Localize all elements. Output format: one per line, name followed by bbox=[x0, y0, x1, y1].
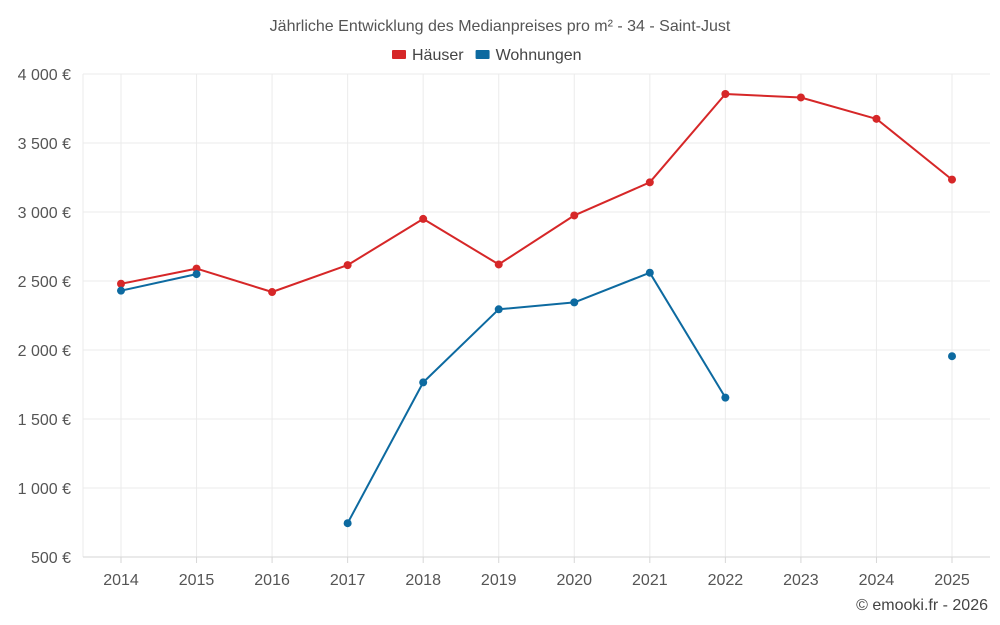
y-tick-label: 1 500 € bbox=[18, 412, 71, 429]
data-point bbox=[948, 352, 956, 361]
y-tick-label: 500 € bbox=[31, 550, 71, 567]
data-point bbox=[343, 261, 352, 270]
data-point bbox=[419, 214, 428, 223]
data-point bbox=[645, 268, 654, 277]
x-tick-label: 2017 bbox=[330, 572, 366, 589]
data-point bbox=[570, 298, 579, 307]
data-point bbox=[192, 264, 201, 273]
data-point bbox=[948, 175, 956, 184]
x-tick-label: 2018 bbox=[405, 572, 441, 589]
x-tick-label: 2019 bbox=[481, 572, 517, 589]
x-tick-label: 2023 bbox=[783, 572, 819, 589]
y-tick-label: 1 000 € bbox=[18, 481, 71, 498]
series-line-wohnungen bbox=[346, 271, 727, 525]
copyright-notice: © emooki.fr - 2026 bbox=[856, 597, 988, 614]
data-point bbox=[796, 93, 805, 102]
series-wohnungen bbox=[117, 268, 956, 528]
data-point bbox=[268, 288, 277, 297]
data-point bbox=[721, 393, 730, 402]
legend[interactable]: Häuser Wohnungen bbox=[392, 47, 582, 64]
data-point bbox=[192, 270, 201, 279]
grid bbox=[82, 73, 990, 557]
y-tick-label: 3 500 € bbox=[18, 136, 71, 153]
series-layer bbox=[117, 90, 956, 528]
data-point bbox=[570, 211, 579, 220]
data-point bbox=[872, 114, 881, 123]
chart-title: Jährliche Entwicklung des Medianpreises … bbox=[270, 18, 731, 35]
x-tick-label: 2015 bbox=[179, 572, 215, 589]
x-tick-label: 2025 bbox=[934, 572, 970, 589]
legend-swatch bbox=[475, 50, 490, 59]
y-tick-label: 3 000 € bbox=[18, 205, 71, 222]
data-point bbox=[117, 286, 125, 295]
x-tick-label: 2020 bbox=[556, 572, 592, 589]
x-tick-label: 2016 bbox=[254, 572, 290, 589]
data-point bbox=[343, 519, 352, 528]
data-point bbox=[494, 305, 503, 314]
series-line-h-user bbox=[120, 93, 953, 293]
data-point bbox=[117, 279, 125, 288]
legend-swatch bbox=[392, 50, 406, 59]
data-point bbox=[645, 178, 654, 187]
data-point bbox=[721, 90, 730, 99]
x-tick-label: 2024 bbox=[859, 572, 895, 589]
x-tick-label: 2022 bbox=[708, 572, 744, 589]
legend-label: Wohnungen bbox=[496, 47, 582, 64]
data-point bbox=[494, 260, 503, 269]
legend-item-wohnungen[interactable]: Wohnungen bbox=[475, 47, 582, 64]
legend-label: Häuser bbox=[412, 47, 464, 64]
x-tick-label: 2014 bbox=[103, 572, 139, 589]
y-tick-label: 2 500 € bbox=[18, 274, 71, 291]
series-h-user bbox=[117, 90, 956, 297]
data-point bbox=[419, 378, 428, 387]
legend-item-h-user[interactable]: Häuser bbox=[392, 47, 464, 64]
series-line-wohnungen bbox=[120, 273, 198, 292]
x-tick-label: 2021 bbox=[632, 572, 668, 589]
y-tick-label: 4 000 € bbox=[18, 67, 71, 84]
axes: 500 € 1 000 € 1 500 € 2 000 € 2 500 € 3 000 €… bbox=[18, 67, 990, 589]
y-tick-label: 2 000 € bbox=[18, 343, 71, 360]
